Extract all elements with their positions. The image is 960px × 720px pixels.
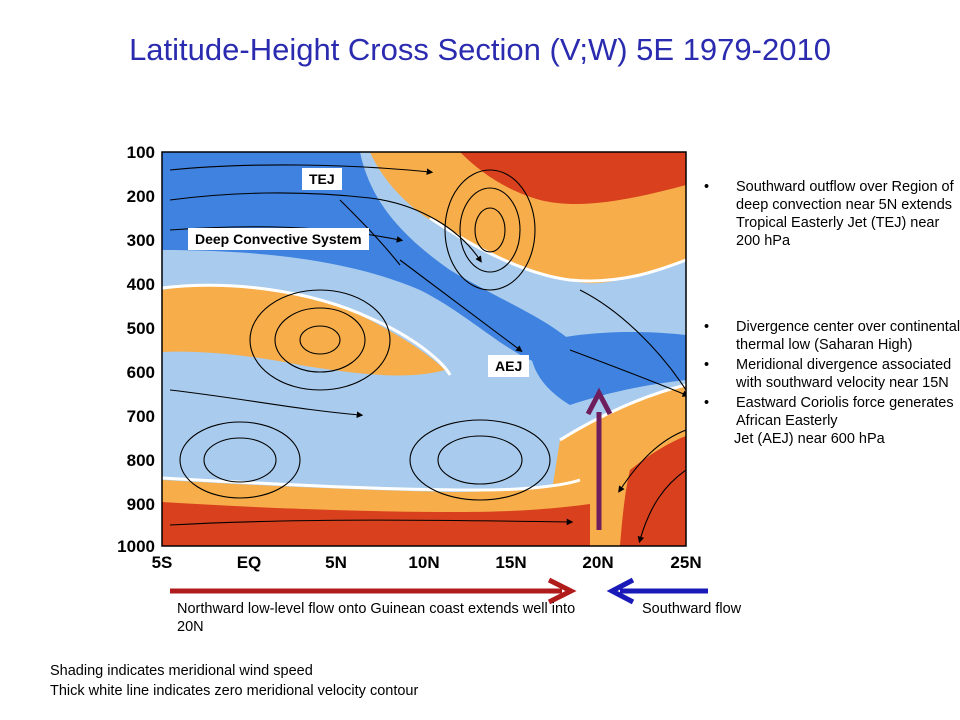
cross-section-plot: 100 200 300 400 500 600 700 800 900 1000…	[117, 143, 702, 572]
southward-arrow	[606, 577, 708, 605]
x-tick-label: 5S	[152, 553, 173, 572]
deep-convective-label: Deep Convective System	[188, 228, 369, 250]
bullet-item: Divergence center over continental therm…	[704, 318, 960, 354]
white-line-caption: Thick white line indicates zero meridion…	[50, 683, 419, 699]
shaded-field	[162, 152, 686, 546]
x-tick-label: 10N	[408, 553, 439, 572]
bullet-item: Meridional divergence associated with so…	[704, 356, 960, 392]
page-title: Latitude-Height Cross Section (V;W) 5E 1…	[129, 32, 831, 67]
bullet-item: Southward outflow over Region of deep co…	[704, 178, 960, 250]
northward-caption: Northward low-level flow onto Guinean co…	[177, 601, 576, 635]
y-tick-label: 1000	[117, 537, 155, 556]
aej-label: AEJ	[488, 355, 530, 377]
y-tick-label: 300	[127, 231, 155, 250]
y-axis-labels: 100 200 300 400 500 600 700 800 900 1000	[117, 143, 155, 556]
x-axis-labels: 5S EQ 5N 10N 15N 20N 25N	[152, 553, 702, 572]
x-tick-label: 25N	[670, 553, 701, 572]
y-tick-label: 400	[127, 275, 155, 294]
y-tick-label: 800	[127, 451, 155, 470]
bullets-top: Southward outflow over Region of deep co…	[704, 178, 960, 260]
y-tick-label: 600	[127, 363, 155, 382]
bullet-continuation: Jet (AEJ) near 600 hPa	[734, 431, 885, 447]
bullets-mid: Divergence center over continental therm…	[704, 318, 960, 450]
x-tick-label: 20N	[582, 553, 613, 572]
y-tick-label: 500	[127, 319, 155, 338]
vertical-arrow	[585, 387, 613, 530]
southward-caption: Southward flow	[642, 601, 742, 617]
northward-arrow	[170, 577, 577, 605]
y-tick-label: 900	[127, 495, 155, 514]
x-tick-label: 5N	[325, 553, 347, 572]
x-tick-label: 15N	[495, 553, 526, 572]
x-tick-label: EQ	[237, 553, 262, 572]
shading-caption: Shading indicates meridional wind speed	[50, 663, 313, 679]
y-tick-label: 200	[127, 187, 155, 206]
bullet-item: Eastward Coriolis force generates Africa…	[704, 394, 960, 430]
tej-label: TEJ	[302, 168, 342, 190]
y-tick-label: 700	[127, 407, 155, 426]
y-tick-label: 100	[127, 143, 155, 162]
streamlines	[169, 164, 686, 544]
